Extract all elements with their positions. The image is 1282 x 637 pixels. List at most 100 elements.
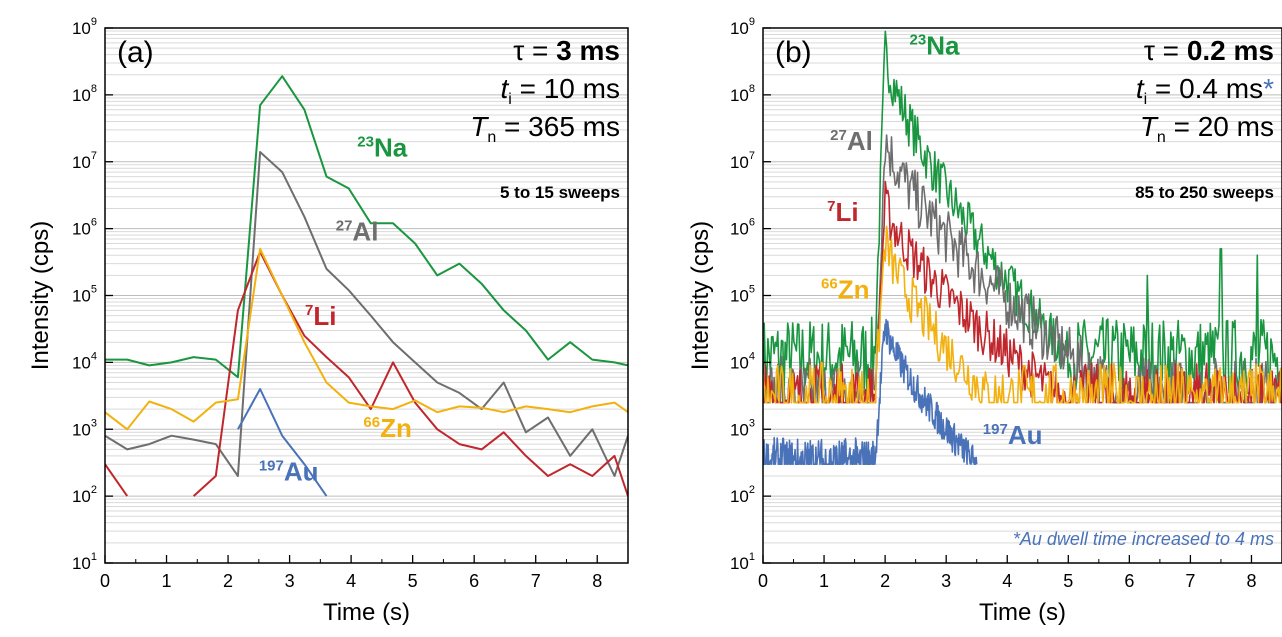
series-label-symbol: Zn: [838, 275, 870, 305]
y-tick-exponent: 6: [91, 217, 97, 229]
annotation-tau-value: 0.2 ms: [1187, 35, 1274, 66]
y-tick-exponent: 3: [749, 417, 755, 429]
y-tick-exponent: 9: [91, 16, 97, 28]
series-label-symbol: Al: [352, 217, 378, 247]
y-tick-label: 109: [72, 16, 97, 38]
series-label-symbol: Li: [835, 197, 858, 227]
y-tick-label: 102: [72, 484, 97, 506]
x-tick-label: 4: [346, 571, 356, 591]
x-tick-label: 2: [223, 571, 233, 591]
series-label-Al: 27Al: [830, 126, 873, 156]
x-tick-label: 1: [162, 571, 172, 591]
y-tick-base: 10: [72, 353, 91, 372]
series-line-Au: [237, 388, 328, 497]
series-label-mass: 197: [259, 458, 284, 475]
y-tick-base: 10: [730, 554, 749, 573]
series-label-mass: 7: [305, 302, 313, 319]
y-tick-label: 108: [730, 83, 755, 105]
y-tick-exponent: 5: [749, 284, 755, 296]
annotation-Tn: Tn = 20 ms: [1140, 111, 1274, 146]
x-tick-label: 6: [469, 571, 479, 591]
series-label-mass: 27: [336, 218, 353, 235]
annotation-tau: τ = 3 ms: [513, 35, 620, 66]
annotation-Tn-value: = 365 ms: [496, 111, 620, 142]
x-tick-label: 2: [880, 571, 890, 591]
y-tick-label: 107: [730, 150, 755, 172]
y-tick-exponent: 4: [91, 350, 97, 362]
annotation-ti-symbol: t: [500, 73, 509, 104]
series-label-Zn: 66Zn: [363, 413, 411, 443]
y-tick-label: 101: [730, 551, 755, 573]
series-label-mass: 23: [910, 32, 927, 49]
y-tick-base: 10: [72, 19, 91, 38]
y-tick-exponent: 3: [91, 417, 97, 429]
x-tick-label: 1: [819, 571, 829, 591]
y-tick-base: 10: [730, 86, 749, 105]
y-axis-label: Intensity (cps): [687, 221, 714, 370]
y-tick-base: 10: [72, 487, 91, 506]
y-tick-base: 10: [72, 153, 91, 172]
y-tick-base: 10: [730, 220, 749, 239]
series-label-Au: 197Au: [983, 420, 1043, 450]
y-tick-base: 10: [730, 420, 749, 439]
y-tick-base: 10: [730, 353, 749, 372]
y-axis-label: Intensity (cps): [27, 221, 54, 370]
y-tick-label: 106: [730, 217, 755, 239]
annotation-ti-subscript: i: [1144, 91, 1148, 108]
series-line-Li: [105, 250, 628, 497]
series-label-symbol: Na: [374, 132, 408, 162]
annotation-ti-value: = 10 ms: [512, 73, 620, 104]
x-tick-label: 5: [1063, 571, 1073, 591]
y-tick-label: 105: [730, 284, 755, 306]
y-tick-label: 104: [730, 350, 755, 372]
y-tick-label: 102: [730, 484, 755, 506]
annotation-Tn-subscript: n: [1157, 129, 1166, 146]
series-line-Au: [763, 318, 978, 465]
x-axis-label: Time (s): [979, 599, 1066, 626]
annotation-Tn-symbol: T: [470, 111, 489, 142]
y-tick-label: 106: [72, 217, 97, 239]
series-line-Zn: [763, 225, 1282, 404]
annotation-note: *Au dwell time increased to 4 ms: [1013, 529, 1274, 549]
x-tick-label: 8: [592, 571, 602, 591]
y-tick-base: 10: [730, 153, 749, 172]
series-label-symbol: Al: [847, 126, 873, 156]
y-tick-exponent: 8: [749, 83, 755, 95]
series-label-symbol: Au: [1008, 420, 1043, 450]
y-tick-exponent: 8: [91, 83, 97, 95]
series-line-Zn: [105, 247, 628, 431]
annotation-tau-symbol: τ =: [513, 35, 556, 66]
series-label-mass: 7: [827, 198, 835, 215]
series-label-Li: 7Li: [305, 301, 336, 331]
y-tick-label: 109: [730, 16, 755, 38]
annotation-tau-value: 3 ms: [556, 35, 620, 66]
annotation-ti-symbol: t: [1136, 73, 1145, 104]
y-tick-base: 10: [730, 487, 749, 506]
y-tick-exponent: 6: [749, 217, 755, 229]
series-label-symbol: Zn: [380, 413, 412, 443]
annotation-ti-subscript: i: [508, 91, 512, 108]
series-label-mass: 66: [821, 276, 838, 293]
y-tick-exponent: 4: [749, 350, 755, 362]
annotation-sweeps: 5 to 15 sweeps: [500, 183, 620, 202]
y-tick-exponent: 7: [749, 150, 755, 162]
panel-label: (a): [117, 36, 154, 69]
y-tick-base: 10: [72, 554, 91, 573]
y-tick-base: 10: [730, 287, 749, 306]
series-label-Al: 27Al: [336, 217, 379, 247]
x-tick-label: 6: [1124, 571, 1134, 591]
y-tick-exponent: 5: [91, 284, 97, 296]
annotation-ti-value: = 0.4 ms: [1147, 73, 1263, 104]
annotation-tau-symbol: τ =: [1144, 35, 1187, 66]
x-tick-label: 3: [941, 571, 951, 591]
series-label-mass: 66: [363, 414, 380, 431]
y-tick-exponent: 9: [749, 16, 755, 28]
series-label-mass: 27: [830, 127, 847, 144]
y-tick-exponent: 1: [91, 551, 97, 563]
panel-a: 0 1 2 3 4 5 6 7 8101102103104105106107108109Time…: [27, 16, 629, 626]
x-tick-label: 0: [100, 571, 110, 591]
x-tick-label: 7: [531, 571, 541, 591]
series-label-Na: 23Na: [357, 132, 407, 162]
x-tick-label: 0: [758, 571, 768, 591]
annotation-Tn-value: = 20 ms: [1166, 111, 1274, 142]
